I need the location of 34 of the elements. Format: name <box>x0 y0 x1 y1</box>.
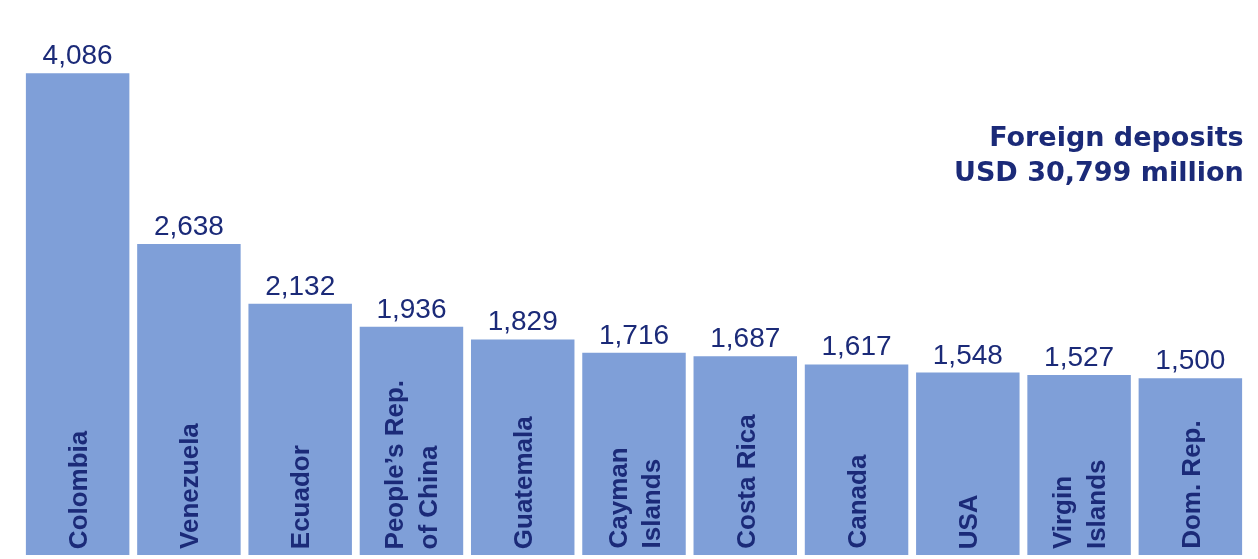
x-tick-label: Venezuela <box>173 422 204 549</box>
data-label: 4,086 <box>42 39 113 71</box>
bar <box>25 73 130 555</box>
x-tick-label: Canada <box>841 454 872 549</box>
x-tick-label: Colombia <box>63 430 94 550</box>
data-label: 2,638 <box>153 210 224 242</box>
x-tick-label: Ecuador <box>285 445 316 550</box>
data-label: 1,716 <box>598 318 670 350</box>
bar <box>137 244 241 555</box>
bar <box>1027 375 1131 555</box>
text: USD 30,799 million <box>954 156 1244 188</box>
x-tick-label: Cayman Islands <box>602 447 667 549</box>
bar <box>470 339 575 555</box>
bar <box>916 372 1020 555</box>
bar <box>804 364 909 555</box>
data-label: 1,617 <box>821 330 892 362</box>
bar <box>1138 378 1243 555</box>
data-label: 1,500 <box>1155 344 1226 376</box>
data-label: 1,829 <box>487 305 558 337</box>
bar <box>582 352 686 555</box>
bar <box>248 303 352 555</box>
x-tick-label: USA <box>953 494 984 550</box>
x-tick-label: Guatemala <box>508 415 539 550</box>
x-tick-label: Dom. Rep. <box>1175 420 1206 549</box>
x-tick-label: People’s Rep. of China <box>379 379 444 550</box>
data-label: 1,687 <box>710 322 781 354</box>
data-label: 1,936 <box>376 292 447 324</box>
data-label: 1,548 <box>932 338 1003 370</box>
bar <box>693 356 798 555</box>
data-label: 2,132 <box>265 269 336 301</box>
x-tick-label: Costa Rica <box>730 413 761 549</box>
x-tick-label: Virgin Islands <box>1047 459 1111 550</box>
data-label: 1,527 <box>1044 341 1115 372</box>
text: Foreign deposits <box>989 121 1244 152</box>
